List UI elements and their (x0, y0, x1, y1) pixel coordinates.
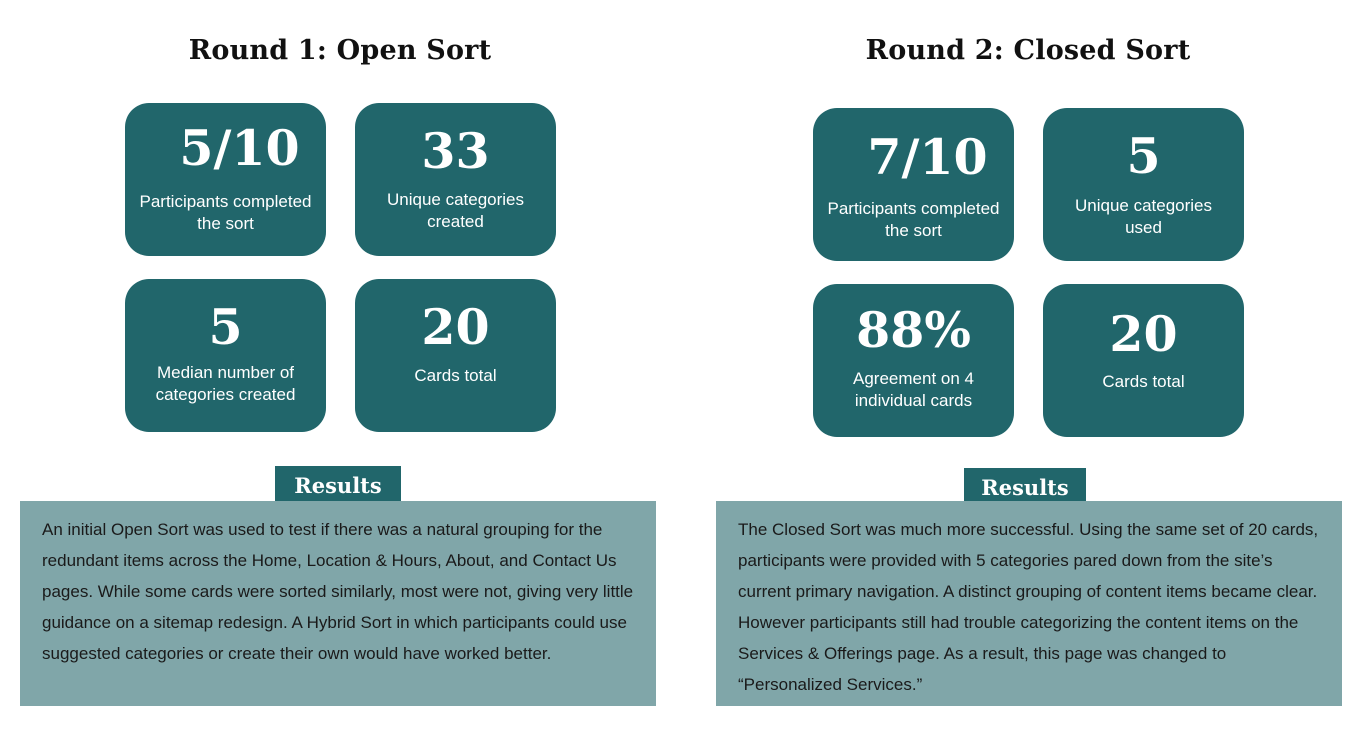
round2-stat-agreement-card: 88% Agreement on 4 individual cards (813, 284, 1014, 437)
round2-results-panel: The Closed Sort was much more successful… (716, 501, 1342, 706)
round1-title: Round 1: Open Sort (188, 35, 492, 66)
round2-title: Round 2: Closed Sort (865, 35, 1191, 66)
round1-stat-participants-value: 5/10 (179, 119, 300, 177)
round2-stat-participants-value: 7/10 (867, 128, 988, 186)
round2-stat-categories-card: 5 Unique categories used (1043, 108, 1244, 261)
round1-stat-categories-caption: Unique categories created (386, 190, 525, 231)
round2-stat-agreement-caption: Agreement on 4 individual cards (853, 369, 974, 410)
round1-stat-median-card: 5 Median number of categories created (125, 279, 326, 432)
round2-results-label: Results (964, 468, 1086, 507)
round2-stat-cards-value: 20 (1109, 305, 1178, 363)
round1-stat-participants-caption: Participants completed the sort (139, 192, 312, 233)
round2-stat-participants-card: 7/10 Participants completed the sort (813, 108, 1014, 261)
round2-stat-agreement-value: 88% (856, 301, 971, 359)
round2-stat-participants-caption: Participants completed the sort (827, 199, 1000, 240)
round1-results-text: An initial Open Sort was used to test if… (42, 520, 634, 663)
round1-results-panel: An initial Open Sort was used to test if… (20, 501, 656, 706)
round1-stat-median-value: 5 (208, 298, 243, 356)
round1-stat-cards-card: 20 Cards total (355, 279, 556, 432)
round1-stat-categories-value: 33 (421, 122, 490, 180)
round1-stat-categories-card: 33 Unique categories created (355, 103, 556, 256)
round1-results-label: Results (275, 466, 401, 505)
round2-stat-categories-caption: Unique categories used (1074, 196, 1213, 237)
round1-stat-participants-card: 5/10 Participants completed the sort (125, 103, 326, 256)
round2-stat-cards-card: 20 Cards total (1043, 284, 1244, 437)
round2-stat-categories-value: 5 (1126, 127, 1161, 185)
round1-stat-median-caption: Median number of categories created (155, 363, 296, 404)
round1-stat-cards-caption: Cards total (414, 366, 497, 385)
round2-results-text: The Closed Sort was much more successful… (738, 520, 1319, 694)
round1-stat-cards-value: 20 (421, 298, 490, 356)
round2-stat-cards-caption: Cards total (1102, 372, 1185, 391)
